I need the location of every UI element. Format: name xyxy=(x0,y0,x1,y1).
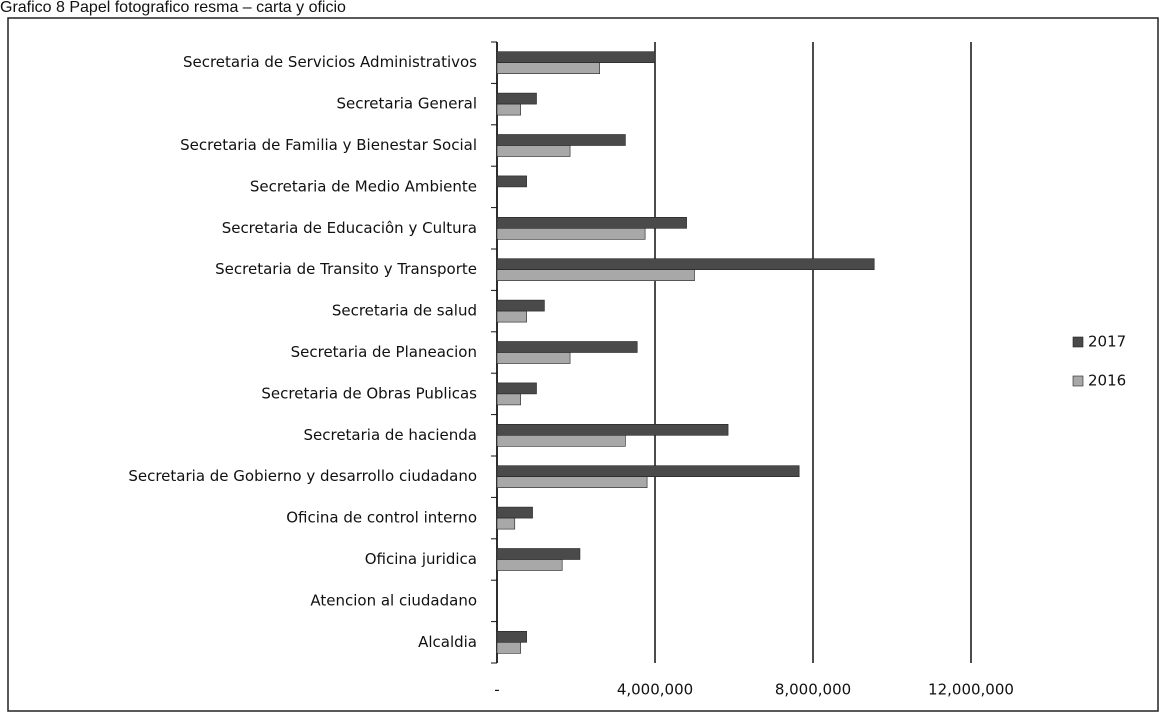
bar xyxy=(496,630,527,643)
y-tick-label: Alcaldia xyxy=(418,633,477,651)
bar xyxy=(496,341,638,353)
y-tick-label: Secretaria de Obras Publicas xyxy=(261,384,477,402)
y-tick-label: Oficina juridica xyxy=(365,550,477,568)
bar xyxy=(496,382,537,395)
bar xyxy=(496,506,533,519)
y-tick-label: Secretaria de salud xyxy=(332,302,477,320)
y-tick-label: Secretaria de Familia y Bienestar Social xyxy=(180,136,477,154)
x-tick-label: - xyxy=(494,681,499,699)
bar xyxy=(496,423,729,436)
chart-border xyxy=(7,17,1159,712)
x-tick-label: 12,000,000 xyxy=(928,681,1014,699)
y-tick-label: Secretaria de Planeacion xyxy=(291,343,477,361)
legend-swatch xyxy=(1072,336,1084,348)
legend-label: 2016 xyxy=(1088,372,1126,390)
bar xyxy=(496,299,545,312)
bar xyxy=(496,465,800,478)
y-tick-label: Secretaria de Servicios Administrativos xyxy=(183,53,477,71)
bar xyxy=(496,92,537,105)
bar xyxy=(496,352,571,364)
chart-title: Grafico 8 Papel fotografico resma – cart… xyxy=(0,0,346,16)
bar xyxy=(496,103,522,116)
y-tick-label: Secretaria General xyxy=(336,95,477,113)
bar xyxy=(496,641,522,654)
x-tick-label: 4,000,000 xyxy=(617,681,693,699)
bar xyxy=(496,51,656,64)
bar xyxy=(496,175,527,188)
y-tick-label: Oficina de control interno xyxy=(286,509,477,527)
bar xyxy=(496,393,522,406)
bar xyxy=(496,258,875,271)
bar xyxy=(496,310,527,323)
bar xyxy=(496,434,626,447)
y-tick-label: Secretaria de Medio Ambiente xyxy=(250,177,477,195)
x-tick-label: 8,000,000 xyxy=(775,681,851,699)
bar xyxy=(496,62,600,75)
bar xyxy=(496,228,646,240)
y-tick-label: Secretaria de hacienda xyxy=(303,426,477,444)
y-tick-label: Secretaria de Gobierno y desarrollo ciud… xyxy=(128,467,477,485)
bar xyxy=(496,269,695,282)
y-tick-label: Atencion al ciudadano xyxy=(310,591,477,609)
legend-label: 2017 xyxy=(1088,333,1126,351)
bar xyxy=(496,145,571,157)
bar xyxy=(496,476,648,489)
bar xyxy=(496,217,687,229)
y-tick-label: Secretaria de Educaciôn y Cultura xyxy=(222,219,477,237)
bar xyxy=(496,559,563,571)
legend-swatch xyxy=(1072,375,1084,387)
bar xyxy=(496,134,626,146)
bar xyxy=(496,548,581,560)
bar xyxy=(496,517,516,530)
y-tick-label: Secretaria de Transito y Transporte xyxy=(215,260,477,278)
